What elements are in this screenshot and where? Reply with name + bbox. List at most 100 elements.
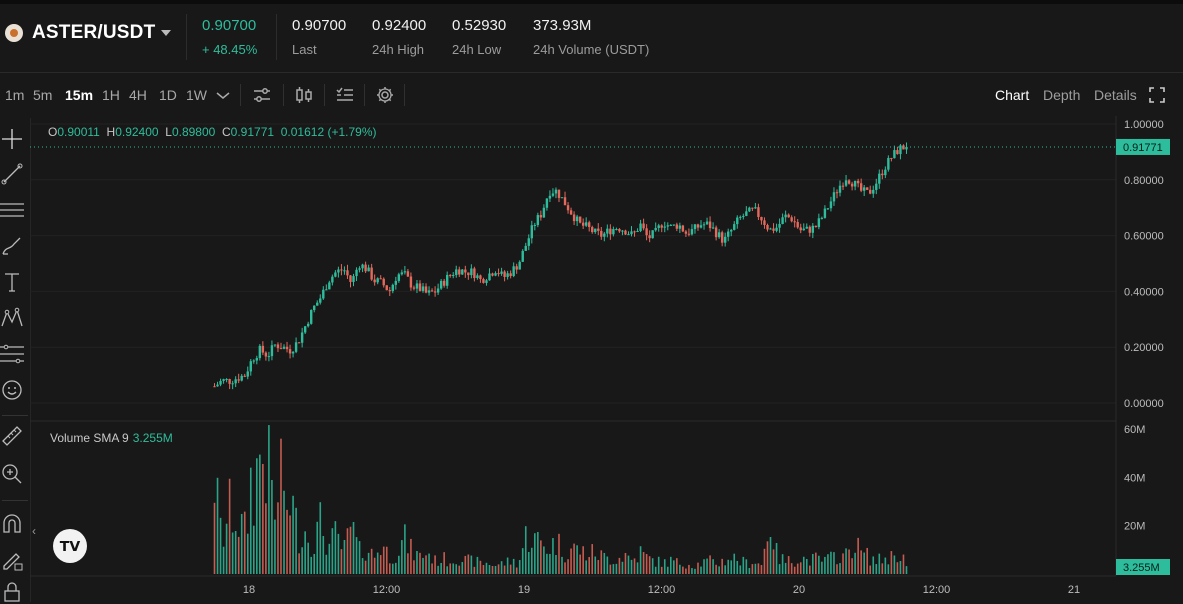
price-tick-label: 0.20000 <box>1124 342 1164 354</box>
volume-bar <box>657 556 660 574</box>
volume-bar <box>645 554 648 574</box>
gear-icon[interactable] <box>375 85 395 105</box>
candle-body <box>784 214 787 218</box>
current-price-badge <box>1116 138 1170 155</box>
toolbar-divider <box>240 84 241 106</box>
tab-chart[interactable]: Chart <box>995 87 1030 103</box>
measure-tool[interactable] <box>0 424 24 448</box>
magnet-tool[interactable] <box>0 512 24 536</box>
candle-body <box>379 278 382 280</box>
zoom-in-icon <box>2 464 22 484</box>
zoom-tool[interactable] <box>0 462 24 486</box>
candle-body <box>294 342 298 352</box>
tab-depth[interactable]: Depth <box>1043 87 1081 103</box>
candle-body <box>606 228 609 234</box>
candle-body <box>551 193 555 196</box>
candle-body <box>696 224 700 228</box>
stat-value: 373.93M <box>533 17 592 34</box>
pair-selector[interactable]: ASTER/USDT <box>5 22 172 44</box>
volume-bar <box>567 559 569 574</box>
crosshair-tool[interactable] <box>0 127 24 151</box>
candle-body <box>720 232 724 243</box>
volume-bar <box>642 552 645 574</box>
volume-bar <box>851 558 853 574</box>
brush-tool[interactable] <box>0 234 24 258</box>
timeframe-1h[interactable]: 1H <box>102 87 120 103</box>
volume-bar <box>621 561 624 574</box>
volume-bar <box>385 546 388 574</box>
candle-body <box>452 274 455 276</box>
candle-body <box>518 261 521 270</box>
tab-details[interactable]: Details <box>1094 87 1137 103</box>
candle-body <box>403 271 407 273</box>
volume-bar <box>467 554 470 574</box>
candle-body <box>654 227 657 231</box>
lock-drawing-tool[interactable] <box>0 548 24 572</box>
volume-bar <box>833 552 835 574</box>
timeframe-1d[interactable]: 1D <box>159 87 177 103</box>
candle-body <box>588 222 591 228</box>
price-tick-label: 0.60000 <box>1124 231 1164 243</box>
fullscreen-icon[interactable] <box>1147 85 1167 105</box>
trend-line-tool[interactable] <box>0 162 24 186</box>
chevron-down-icon[interactable] <box>213 85 233 105</box>
timeframe-1m[interactable]: 1m <box>5 87 25 103</box>
checklist-icon[interactable] <box>335 85 355 105</box>
text-tool[interactable] <box>0 270 24 294</box>
volume-bar <box>872 556 875 574</box>
candle-type-icon[interactable] <box>294 85 314 105</box>
candle-body <box>346 270 349 276</box>
volume-bar <box>286 509 288 574</box>
volume-bar <box>633 558 636 574</box>
horizontal-lines-tool[interactable] <box>0 198 24 222</box>
volume-bar <box>896 562 899 574</box>
volume-bar <box>673 560 675 574</box>
candle-body <box>775 227 778 231</box>
candle-body <box>591 227 594 233</box>
emoji-tool[interactable] <box>0 378 24 402</box>
fib-tool[interactable] <box>0 342 24 366</box>
volume-bar <box>322 535 325 574</box>
candle-body <box>436 288 440 293</box>
timeframe-4h[interactable]: 4H <box>129 87 147 103</box>
timeframe-1w[interactable]: 1W <box>186 87 207 103</box>
candle-body <box>723 236 727 243</box>
candle-body <box>627 234 630 236</box>
volume-bar <box>497 564 500 574</box>
candle-body <box>811 225 815 233</box>
volume-bar <box>425 555 427 574</box>
candle-body <box>633 231 636 233</box>
candle-body <box>575 216 579 222</box>
volume-bar <box>781 554 784 574</box>
candle-body <box>237 379 240 381</box>
timeframe-15m[interactable]: 15m <box>65 87 94 103</box>
volume-bar <box>600 550 603 574</box>
pattern-icon <box>1 307 23 327</box>
timeframe-5m[interactable]: 5m <box>33 87 53 103</box>
candle-body <box>273 344 277 346</box>
volume-bar <box>549 553 551 574</box>
volume-bar <box>449 563 452 574</box>
candle-body <box>482 279 485 283</box>
lock-tool[interactable] <box>0 580 24 604</box>
pattern-tool[interactable] <box>0 306 24 330</box>
volume-bar <box>887 564 890 574</box>
volume-bar <box>434 555 436 574</box>
candle-body <box>479 275 482 280</box>
tradingview-logo[interactable]: 𝗧𝗩 <box>53 529 87 563</box>
volume-bar <box>452 563 455 574</box>
candle-body <box>832 192 836 202</box>
candle-body <box>566 205 570 211</box>
indicators-icon[interactable] <box>252 85 272 105</box>
volume-bar <box>697 562 699 574</box>
volume-bar <box>796 563 799 574</box>
candle-body <box>267 356 271 358</box>
volume-bar <box>784 562 787 574</box>
current-volume-label: 3.255M <box>1123 562 1160 574</box>
volume-bar <box>558 533 560 574</box>
volume-bar <box>334 521 337 574</box>
volume-bar <box>446 566 448 574</box>
volume-bar <box>252 525 255 574</box>
collapse-sidebar-icon[interactable]: ‹ <box>32 524 36 538</box>
